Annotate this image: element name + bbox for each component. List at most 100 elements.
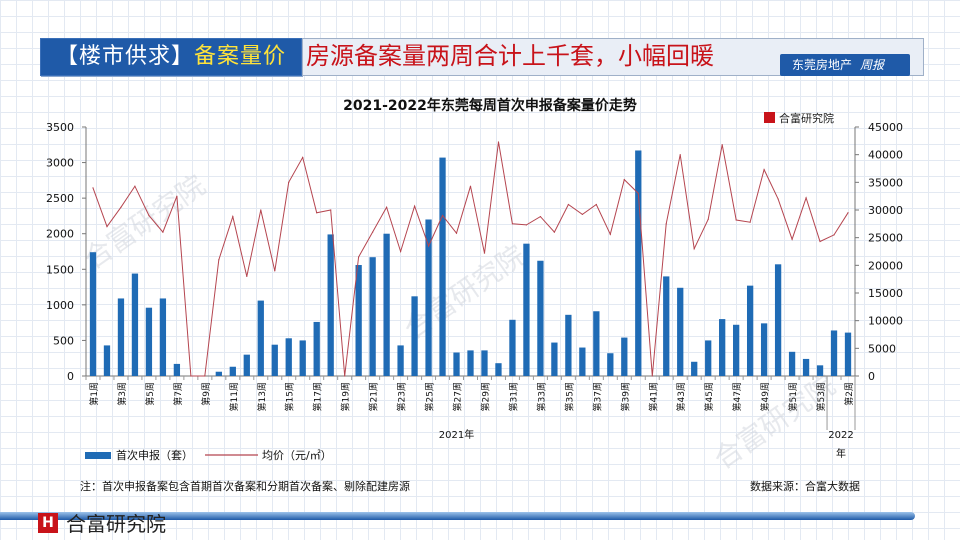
bar xyxy=(215,371,222,376)
y-right-tick-label: 30000 xyxy=(868,204,903,217)
x-tick-label: 第29周 xyxy=(479,382,491,411)
line-point xyxy=(721,144,723,146)
footer-bar xyxy=(0,512,915,520)
x-tick-label: 第49周 xyxy=(759,382,771,411)
line-point xyxy=(805,197,807,199)
y-right-tick-label: 45000 xyxy=(868,121,903,134)
headline: 房源备案量两周合计上千套，小幅回暖 xyxy=(306,42,714,70)
source-mark: 合富研究院 xyxy=(764,111,834,125)
line-point xyxy=(609,233,611,235)
logo-mark-icon: H xyxy=(38,512,58,533)
bar xyxy=(607,353,614,376)
bar xyxy=(103,345,111,376)
y-left-tick-label: 2500 xyxy=(46,192,74,205)
bar xyxy=(299,340,306,376)
x-tick-label: 第31周 xyxy=(507,382,519,411)
source-mark-icon xyxy=(764,112,775,123)
x-tick-label: 第2周 xyxy=(843,382,855,406)
line-point xyxy=(232,216,234,218)
brand-script: 周报 xyxy=(860,58,885,72)
line-point xyxy=(288,181,290,183)
year-label-2022-number: 2022 xyxy=(828,430,853,441)
line-point xyxy=(134,185,136,187)
footer-logo-text: 合富研究院 xyxy=(66,512,166,536)
y-left-tick-label: 500 xyxy=(53,334,74,347)
y-right-tick-label: 35000 xyxy=(868,176,903,189)
bar xyxy=(551,342,558,376)
bar xyxy=(369,257,376,376)
line-point xyxy=(344,375,346,377)
x-tick-label: 第13周 xyxy=(256,382,268,411)
x-tick-label: 第53周 xyxy=(815,382,827,411)
y-right-tick-label: 25000 xyxy=(868,232,903,245)
line-point xyxy=(777,198,779,200)
y-left-tick-label: 0 xyxy=(67,370,74,383)
y-left-tick-label: 3000 xyxy=(46,157,74,170)
x-tick-label: 第41周 xyxy=(647,382,659,411)
x-tick-label: 第23周 xyxy=(396,382,408,411)
legend-bar-swatch xyxy=(85,452,111,459)
line-point xyxy=(92,187,94,189)
note-left: 注：首次申报备案包含首期首次备案和分期首次备案、剔除配建房源 xyxy=(80,479,410,493)
bar xyxy=(509,319,516,376)
bar xyxy=(635,150,642,376)
chart-title: 2021-2022年东莞每周首次申报备案量价走势 xyxy=(343,97,637,114)
y-right-tick-label: 0 xyxy=(868,370,875,383)
line-point xyxy=(455,232,458,234)
bar xyxy=(383,233,390,376)
line-point xyxy=(735,219,737,221)
x-tick-label: 第1周 xyxy=(88,382,100,406)
bar xyxy=(89,252,97,376)
bar xyxy=(774,264,782,376)
x-tick-label: 第45周 xyxy=(703,382,715,411)
legend: 首次申报（套） 均价（元/㎡） xyxy=(85,448,332,462)
line-point xyxy=(176,195,178,197)
x-tick-label: 第21周 xyxy=(368,382,380,411)
legend-bar-label: 首次申报（套） xyxy=(116,448,193,462)
line-point xyxy=(497,141,500,143)
bar xyxy=(397,345,404,376)
bar xyxy=(453,352,460,376)
section-tag-prefix: 【楼市供求】 xyxy=(55,44,194,69)
line-point xyxy=(386,206,388,208)
bar xyxy=(243,354,250,376)
line-point xyxy=(441,214,444,217)
bar xyxy=(411,296,418,376)
line-point xyxy=(525,224,528,226)
x-tick-label: 第35周 xyxy=(563,382,575,411)
bar xyxy=(229,366,236,376)
bar xyxy=(145,307,153,376)
line-point xyxy=(665,223,667,225)
legend-line-label: 均价（元/㎡） xyxy=(262,449,332,462)
bar xyxy=(579,347,586,376)
x-tick-label: 第15周 xyxy=(284,382,296,411)
year-label-2021: 2021年 xyxy=(439,428,474,441)
section-tag-accent: 备案量价 xyxy=(194,44,287,69)
bar xyxy=(285,338,292,376)
bar xyxy=(593,311,600,376)
line-point xyxy=(623,178,625,181)
line-point xyxy=(567,203,569,206)
bar xyxy=(537,260,544,376)
year-label-2022-suffix: 年 xyxy=(836,447,846,460)
x-tick-label: 第7周 xyxy=(172,382,184,406)
line-point xyxy=(791,238,793,240)
brand-name: 东莞房地产 xyxy=(792,58,853,72)
line-point xyxy=(246,275,248,277)
line-point xyxy=(218,259,220,261)
line-point xyxy=(148,214,150,217)
brand-tag: 东莞房地产 周报 xyxy=(780,54,910,76)
bar xyxy=(131,273,139,376)
line-point xyxy=(427,245,430,247)
line-point xyxy=(511,223,514,225)
x-tick-label: 第51周 xyxy=(787,382,799,411)
y-right-tick-label: 5000 xyxy=(868,342,896,355)
line-point xyxy=(833,234,835,236)
bar xyxy=(495,363,502,376)
bar xyxy=(830,330,838,376)
bar xyxy=(159,298,167,376)
line-point xyxy=(190,375,192,377)
axes: 0500100015002000250030003500050001000015… xyxy=(46,121,903,383)
note-right: 数据来源：合富大数据 xyxy=(750,479,860,493)
